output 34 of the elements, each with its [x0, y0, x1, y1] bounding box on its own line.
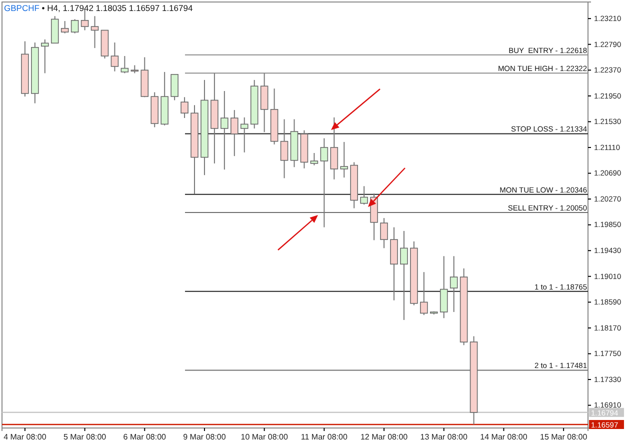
candlestick [310, 152, 318, 166]
x-tick-label: 15 Mar 08:00 [540, 432, 588, 441]
x-tick-label: 13 Mar 08:00 [420, 432, 468, 441]
candlestick [170, 74, 178, 101]
candlestick [40, 38, 49, 74]
candlestick [450, 256, 458, 312]
candlestick [360, 186, 368, 206]
candlestick [70, 18, 79, 34]
candlestick [440, 256, 448, 319]
candlestick [120, 56, 129, 74]
x-tick-label: 5 Mar 08:00 [63, 432, 107, 441]
candlestick [420, 272, 428, 316]
x-tick-label: 14 Mar 08:00 [480, 432, 528, 441]
candlestick [340, 141, 348, 178]
candlestick [260, 72, 268, 133]
candlestick [180, 96, 188, 119]
candlestick [240, 116, 248, 153]
candlestick [330, 116, 338, 180]
x-tick-label: 4 Mar 08:00 [4, 432, 47, 441]
candlestick [400, 230, 408, 320]
candlestick [380, 218, 388, 249]
candlestick [50, 16, 59, 44]
x-tick-label: 12 Mar 08:00 [360, 432, 408, 441]
candlestick [110, 42, 119, 72]
x-tick-label: 6 Mar 08:00 [123, 432, 167, 441]
candlestick [230, 110, 238, 157]
candlestick [220, 90, 228, 170]
x-tick-label: 9 Mar 08:00 [183, 432, 226, 441]
candlestick [60, 20, 69, 34]
candlestick [90, 16, 99, 49]
candlestick [280, 118, 288, 179]
chart-title: GBPCHF • H4, 1.17942 1.18035 1.16597 1.16794 [4, 3, 193, 13]
x-tick-label: 10 Mar 08:00 [240, 432, 288, 441]
x-tick-label: 11 Mar 08:00 [300, 432, 348, 441]
